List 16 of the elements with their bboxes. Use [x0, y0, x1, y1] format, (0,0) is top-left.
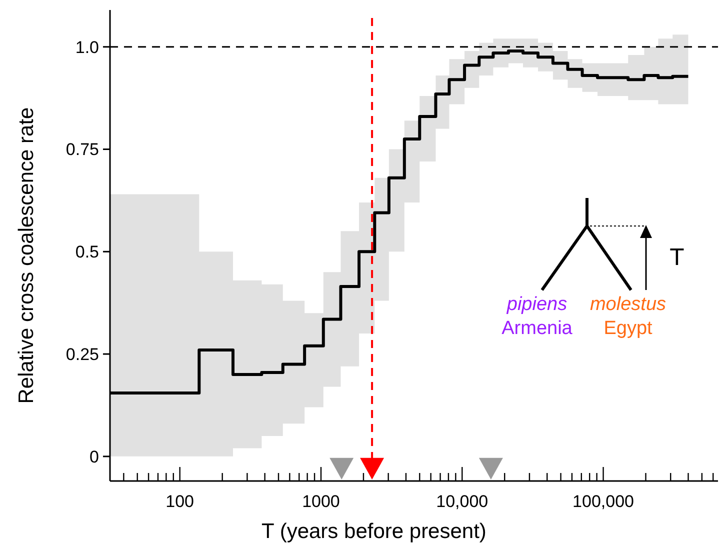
annotation: Armenia: [502, 318, 573, 339]
annotation: Egypt: [604, 318, 654, 339]
x-tick-label: 1000: [302, 492, 340, 511]
annotation: molestus: [590, 294, 667, 315]
y-axis-title: Relative cross coalescence rate: [15, 107, 38, 404]
y-tick-label: 0.5: [75, 242, 99, 262]
annotation: pipiens: [506, 294, 568, 315]
annotation: T: [670, 244, 685, 271]
x-axis-title: T (years before present): [262, 520, 486, 543]
x-tick-label: 100: [166, 492, 194, 511]
y-tick-label: 0: [90, 447, 99, 466]
x-tick-label: 10,000: [436, 492, 488, 511]
y-tick-label: 1.0: [75, 38, 99, 57]
y-tick-label: 0.75: [66, 140, 99, 160]
y-tick-label: 0.25: [66, 344, 99, 364]
x-tick-label: 100,000: [572, 492, 634, 511]
